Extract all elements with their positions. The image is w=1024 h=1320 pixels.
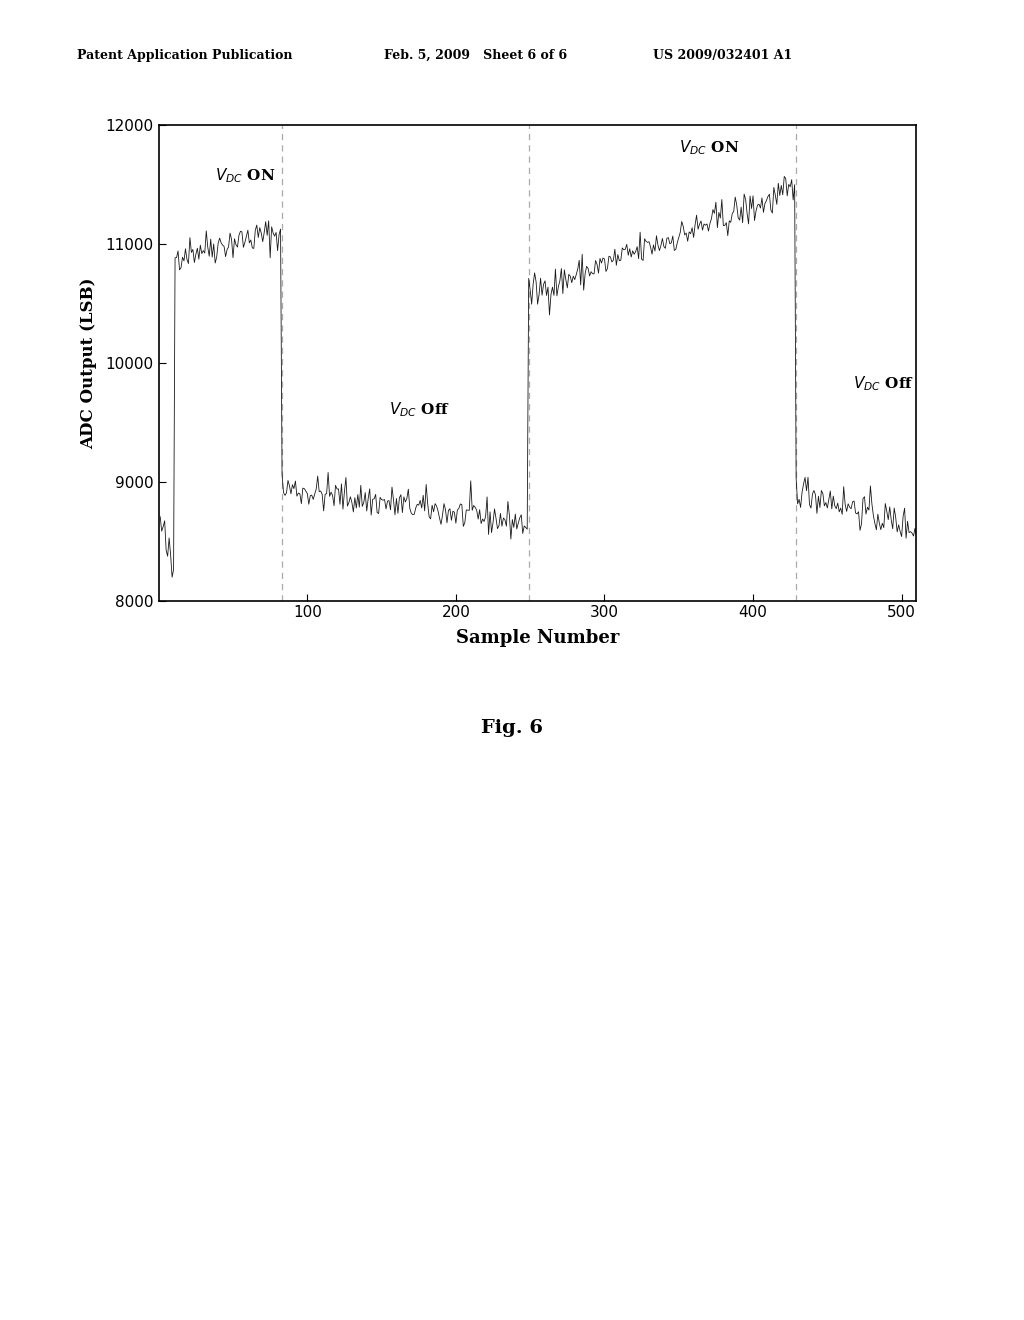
Text: $V_{DC}$ Off: $V_{DC}$ Off (389, 400, 451, 418)
Text: $V_{DC}$ Off: $V_{DC}$ Off (853, 374, 913, 392)
X-axis label: Sample Number: Sample Number (456, 628, 620, 647)
Text: Feb. 5, 2009   Sheet 6 of 6: Feb. 5, 2009 Sheet 6 of 6 (384, 49, 567, 62)
Text: US 2009/032401 A1: US 2009/032401 A1 (653, 49, 793, 62)
Text: $V_{DC}$ ON: $V_{DC}$ ON (679, 139, 739, 157)
Text: Fig. 6: Fig. 6 (481, 719, 543, 738)
Text: Patent Application Publication: Patent Application Publication (77, 49, 292, 62)
Y-axis label: ADC Output (LSB): ADC Output (LSB) (81, 277, 97, 449)
Text: $V_{DC}$ ON: $V_{DC}$ ON (215, 166, 275, 185)
